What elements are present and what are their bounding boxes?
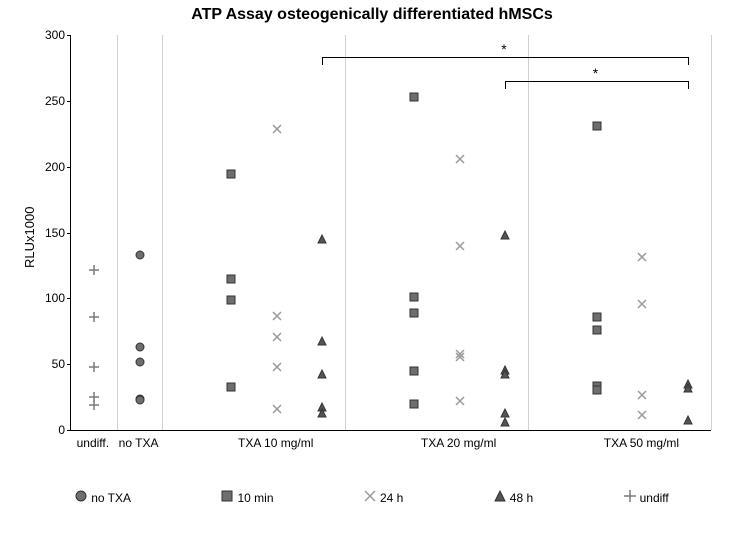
- data-point: [272, 359, 282, 377]
- legend-item: 10 min: [221, 490, 273, 505]
- significance-bracket: [505, 81, 688, 82]
- data-point: [409, 363, 419, 381]
- triangle-icon: [494, 490, 506, 505]
- legend-label: 24 h: [380, 491, 403, 505]
- data-point: [89, 309, 99, 327]
- legend-item: undiff: [624, 490, 669, 505]
- data-point: [637, 249, 647, 267]
- data-point: [272, 401, 282, 419]
- y-tick-label: 250: [35, 94, 65, 108]
- data-point: [409, 396, 419, 414]
- x-gridline: [711, 35, 712, 430]
- data-point: [272, 329, 282, 347]
- data-point: [317, 231, 327, 249]
- data-point: [272, 121, 282, 139]
- plus-icon: [624, 490, 636, 505]
- circle-icon: [75, 490, 87, 505]
- data-point: [317, 366, 327, 384]
- significance-bracket-end: [322, 57, 323, 65]
- data-point: [135, 354, 145, 372]
- data-point: [89, 359, 99, 377]
- x-gridline: [117, 35, 118, 430]
- significance-star: *: [593, 65, 598, 81]
- data-point: [637, 407, 647, 425]
- x-gridline: [345, 35, 346, 430]
- legend-label: 10 min: [237, 491, 273, 505]
- data-point: [500, 366, 510, 384]
- data-point: [89, 262, 99, 280]
- chart-title: ATP Assay osteogenically differentiated …: [0, 6, 744, 24]
- x-gridline: [528, 35, 529, 430]
- data-point: [455, 393, 465, 411]
- y-tick-label: 50: [35, 357, 65, 371]
- data-point: [637, 296, 647, 314]
- chart-container: ATP Assay osteogenically differentiated …: [0, 0, 744, 533]
- y-tick: [67, 430, 71, 431]
- significance-bracket-end: [688, 57, 689, 65]
- data-point: [683, 380, 693, 398]
- y-tick: [67, 101, 71, 102]
- data-point: [317, 333, 327, 351]
- data-point: [226, 166, 236, 184]
- y-tick: [67, 35, 71, 36]
- x-tick-label: no TXA: [79, 436, 199, 450]
- legend-item: 24 h: [364, 490, 403, 505]
- legend-item: 48 h: [494, 490, 533, 505]
- y-tick: [67, 364, 71, 365]
- data-point: [592, 118, 602, 136]
- data-point: [592, 322, 602, 340]
- data-point: [317, 405, 327, 423]
- data-point: [272, 308, 282, 326]
- significance-bracket-end: [505, 81, 506, 89]
- data-point: [500, 227, 510, 245]
- data-point: [409, 305, 419, 323]
- data-point: [226, 292, 236, 310]
- x-tick-label: TXA 10 mg/ml: [216, 436, 336, 450]
- legend: no TXA 10 min 24 h 48 h undiff: [0, 490, 744, 505]
- data-point: [455, 349, 465, 367]
- data-point: [409, 89, 419, 107]
- x-icon: [364, 490, 376, 505]
- data-point: [226, 271, 236, 289]
- x-tick-label: TXA 20 mg/ml: [399, 436, 519, 450]
- data-point: [592, 382, 602, 400]
- y-tick: [67, 233, 71, 234]
- legend-label: no TXA: [91, 491, 131, 505]
- significance-bracket-end: [688, 81, 689, 89]
- x-gridline: [162, 35, 163, 430]
- square-icon: [221, 490, 233, 505]
- data-point: [89, 397, 99, 415]
- data-point: [135, 392, 145, 410]
- data-point: [683, 412, 693, 430]
- y-tick-label: 300: [35, 28, 65, 42]
- data-point: [455, 238, 465, 256]
- y-tick-label: 150: [35, 226, 65, 240]
- significance-star: *: [501, 41, 506, 57]
- data-point: [637, 387, 647, 405]
- legend-label: 48 h: [510, 491, 533, 505]
- data-point: [500, 414, 510, 432]
- legend-label: undiff: [640, 491, 669, 505]
- y-tick: [67, 167, 71, 168]
- data-point: [455, 151, 465, 169]
- y-tick: [67, 298, 71, 299]
- legend-item: no TXA: [75, 490, 131, 505]
- y-tick-label: 0: [35, 423, 65, 437]
- y-tick-label: 200: [35, 160, 65, 174]
- x-tick-label: TXA 50 mg/ml: [581, 436, 701, 450]
- plot-area: **: [70, 35, 711, 431]
- data-point: [226, 379, 236, 397]
- significance-bracket: [322, 57, 688, 58]
- data-point: [135, 247, 145, 265]
- y-tick-label: 100: [35, 291, 65, 305]
